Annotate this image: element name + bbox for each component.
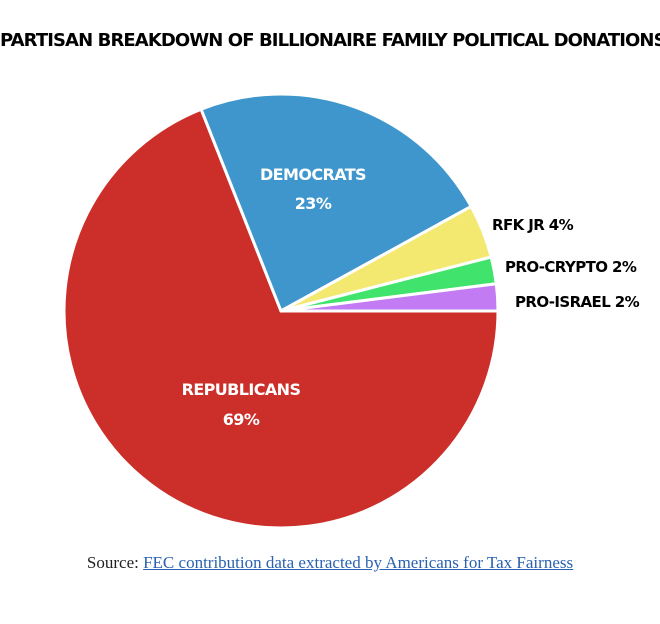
slice-label-democrats-name: DEMOCRATS: [260, 165, 366, 184]
pie-slice-democrats: [199, 92, 473, 313]
source-line: Source: FEC contribution data extracted …: [0, 553, 660, 573]
slice-label-pro-crypto: PRO-CRYPTO 2%: [505, 258, 637, 276]
slice-label-republicans-value: 69%: [223, 410, 260, 429]
slice-label-democrats-value: 23%: [295, 194, 332, 213]
pie-slices: [62, 92, 500, 530]
slice-label-rfk-jr: RFK JR 4%: [492, 216, 574, 234]
pie-labels: REPUBLICANS 69% DEMOCRATS 23% RFK JR 4% …: [182, 165, 641, 429]
source-link[interactable]: FEC contribution data extracted by Ameri…: [143, 553, 574, 572]
pie-slice-pro-israel: [279, 282, 500, 313]
pie-slice-republicans: [62, 107, 500, 530]
source-prefix: Source:: [86, 553, 139, 572]
slice-label-republicans-name: REPUBLICANS: [182, 380, 301, 399]
chart-title: PARTISAN BREAKDOWN OF BILLIONAIRE FAMILY…: [0, 30, 660, 51]
slice-label-pro-israel: PRO-ISRAEL 2%: [515, 293, 640, 311]
